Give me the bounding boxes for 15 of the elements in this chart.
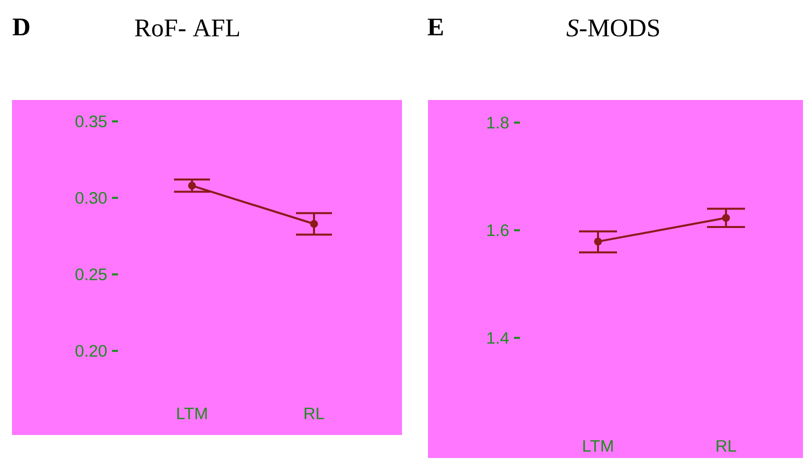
y-tick-label: 0.25 (76, 268, 107, 280)
x-tick-label: LTM (177, 408, 207, 420)
x-tick-label: RL (304, 408, 324, 420)
y-tick-label: 1.4 (487, 332, 509, 344)
y-tick-label: 0.20 (76, 344, 107, 357)
text: E (428, 18, 443, 36)
y-tick-label: 0.35 (76, 116, 107, 128)
y-tick-label: 1.8 (487, 116, 509, 128)
x-tick-label: RL (716, 440, 736, 452)
y-tick-label: 0.30 (76, 192, 107, 204)
chart-title: S-MODS (566, 19, 659, 37)
text: D (12, 18, 30, 36)
y-tick-label: 1.6 (487, 224, 509, 236)
chart-title: RoF- AFL (135, 20, 240, 36)
x-tick-label: LTM (583, 440, 613, 452)
